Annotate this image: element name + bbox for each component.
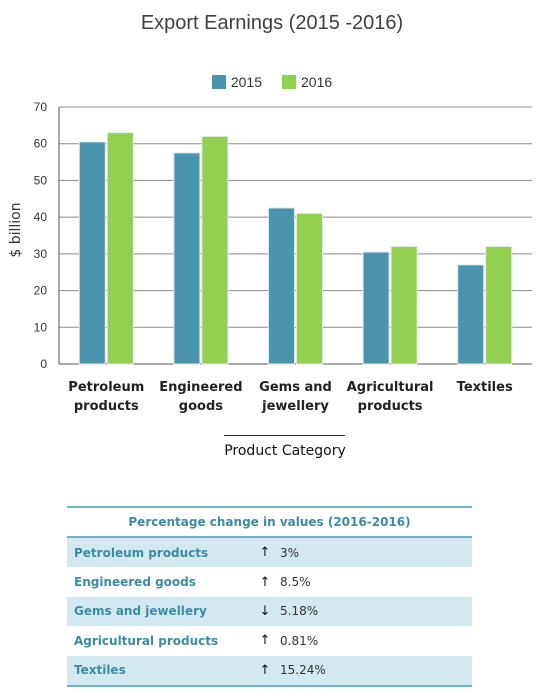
table-row-name: Agricultural products (74, 633, 219, 648)
table-row-value: 5.18% (280, 604, 319, 619)
table-row: Agricultural products ↑ 0.81% (67, 626, 472, 655)
bar-2016 (106, 132, 134, 365)
legend-swatch-2016 (282, 75, 296, 89)
table-row-name: Engineered goods (74, 575, 196, 590)
chart-legend: 2015 2016 (0, 74, 544, 90)
bar-2015 (457, 264, 485, 365)
table-row: Engineered goods ↑ 8.5% (67, 567, 472, 596)
table-row: Textiles ↑ 15.24% (67, 655, 472, 685)
bar-2015 (78, 141, 106, 365)
x-tick-label: Gems and (259, 380, 332, 395)
x-tick-label: Engineered (159, 380, 242, 395)
table-title: Percentage change in values (2016-2016) (67, 508, 472, 538)
y-tick-label: 50 (34, 173, 48, 187)
table-row-value: 3% (280, 545, 300, 560)
legend-label-2016: 2016 (301, 74, 333, 90)
table-row-name: Petroleum products (74, 545, 209, 560)
legend-item-2015: 2015 (211, 74, 262, 90)
table-row: Gems and jewellery ↓ 5.18% (67, 596, 472, 627)
arrow-down-icon: ↓ (259, 603, 271, 619)
x-tick-label: goods (179, 399, 223, 414)
x-tick-label: jewellery (261, 399, 329, 414)
table-row-value: 0.81% (280, 633, 319, 648)
table-row-value: 15.24% (280, 663, 326, 678)
legend-item-2016: 2016 (282, 74, 332, 90)
x-axis-caption-rule (224, 435, 345, 436)
bar-2015 (268, 207, 295, 365)
y-tick-label: 20 (34, 284, 48, 298)
bar-2016 (390, 246, 418, 365)
table-row-name: Gems and jewellery (74, 604, 207, 619)
x-tick-label: Petroleum (68, 380, 144, 395)
arrow-up-icon: ↑ (259, 545, 271, 561)
arrow-up-icon: ↑ (259, 574, 271, 590)
y-tick-label: 30 (34, 247, 48, 261)
bar-2016 (201, 135, 229, 365)
legend-swatch-2015 (211, 75, 226, 89)
x-tick-label: Agricultural (347, 380, 434, 395)
bar-chart: 0 10 20 30 40 50 60 70 Petroleum products Engineer… (34, 100, 532, 414)
table-row-name: Textiles (74, 663, 126, 678)
y-tick-label: 10 (34, 320, 48, 334)
table-row: Petroleum products ↑ 3% (67, 538, 472, 568)
x-tick-label: products (358, 399, 423, 414)
x-tick-label: products (74, 399, 139, 414)
bar-2016 (296, 212, 323, 365)
y-tick-label: 70 (34, 100, 48, 114)
bar-2015 (362, 251, 390, 365)
x-tick-label: Textiles (457, 380, 513, 395)
y-tick-label: 60 (34, 137, 48, 151)
legend-label-2015: 2015 (230, 74, 262, 90)
bar-2015 (173, 152, 201, 365)
x-axis-label: Product Category (224, 443, 346, 459)
percentage-change-table: Percentage change in values (2016-2016) … (67, 506, 472, 687)
y-tick-label: 0 (40, 357, 47, 371)
chart-title: Export Earnings (2015 -2016) (140, 12, 404, 34)
arrow-up-icon: ↑ (259, 662, 271, 678)
arrow-up-icon: ↑ (259, 633, 271, 649)
bar-2016 (485, 246, 513, 365)
table-row-value: 8.5% (280, 575, 311, 590)
y-tick-label: 40 (34, 210, 48, 224)
